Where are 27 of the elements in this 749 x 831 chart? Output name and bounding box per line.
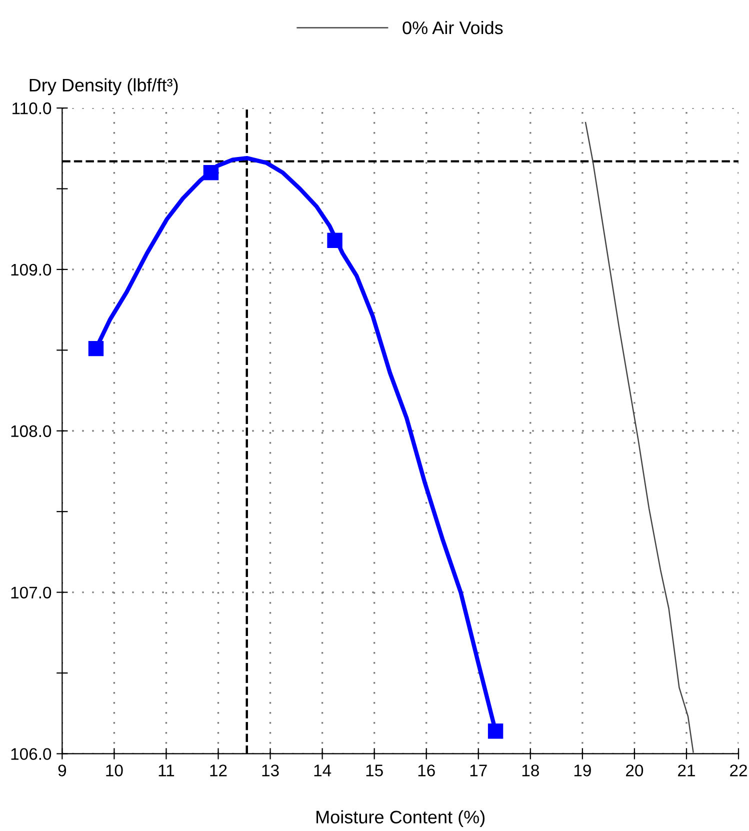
x-tick-label: 18	[522, 764, 539, 776]
x-tick-label: 12	[210, 764, 227, 776]
x-tick-label: 10	[106, 764, 123, 776]
y-tick-label: 110.0	[12, 102, 52, 114]
y-axis-title: Dry Density (lbf/ft³)	[30, 78, 178, 96]
line-series	[584, 122, 694, 753]
y-tick-label: 106.0	[11, 748, 52, 760]
y-tick-label: 109.0	[11, 264, 52, 276]
y-tick-label: 108.0	[11, 425, 52, 438]
point	[488, 724, 504, 739]
x-tick-label: 21	[678, 764, 695, 776]
x-tick-label: 9	[58, 764, 66, 776]
x-tick-label: 14	[314, 764, 332, 776]
point	[203, 164, 219, 180]
point	[327, 232, 342, 248]
legend-label: 0% Air Voids	[402, 20, 503, 34]
x-tick-label: 11	[158, 764, 174, 776]
x-tick-label: 22	[730, 764, 747, 776]
x-tick-label: 17	[470, 764, 487, 776]
x-tick-label: 15	[366, 764, 383, 776]
x-tick-label: 20	[626, 764, 644, 776]
x-tick-label: 19	[574, 764, 591, 776]
y-tick-label: 107.0	[11, 586, 52, 598]
x-tick-label: 13	[262, 764, 279, 776]
x-tick-label: 16	[418, 764, 435, 776]
point	[88, 340, 104, 356]
x-axis-title: Moisture Content (%)	[316, 810, 485, 828]
